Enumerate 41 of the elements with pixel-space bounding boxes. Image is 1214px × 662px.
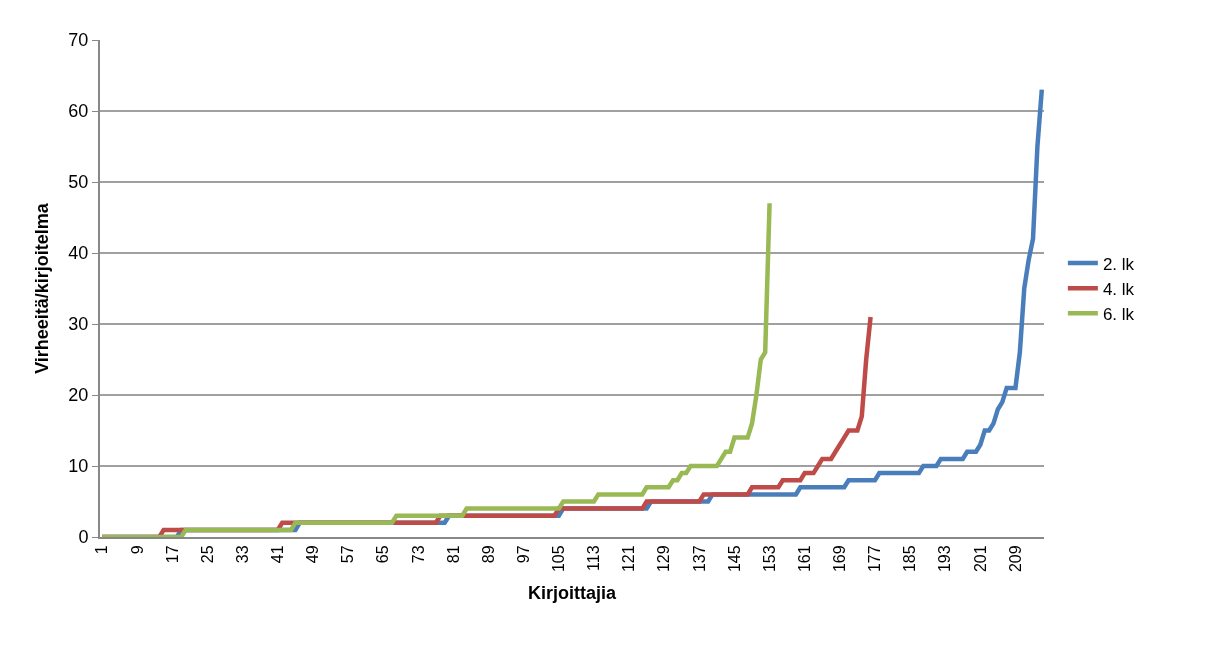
x-tick-label: 185 <box>901 545 919 573</box>
x-tick-label: 161 <box>795 545 813 573</box>
legend-label: 2. lk <box>1102 254 1135 274</box>
y-tick-label: 0 <box>78 527 89 548</box>
legend-label: 4. lk <box>1102 279 1135 299</box>
x-tick-label: 73 <box>409 545 427 564</box>
y-axis-title: Virheeitä/kirjoitelma <box>32 202 53 374</box>
x-tick-label: 121 <box>620 545 638 573</box>
x-tick-label: 201 <box>971 545 989 573</box>
x-tick-label: 17 <box>163 545 181 564</box>
y-tick-label: 50 <box>68 172 89 193</box>
x-tick-label: 25 <box>198 545 216 564</box>
x-tick-label: 193 <box>936 545 954 573</box>
x-axis-title: Kirjoittajia <box>527 582 617 603</box>
x-tick-label: 209 <box>1006 545 1024 573</box>
x-tick-label: 49 <box>304 545 322 564</box>
x-tick-label: 33 <box>233 545 251 564</box>
x-tick-label: 129 <box>655 545 673 573</box>
x-tick-label: 57 <box>339 545 357 564</box>
x-tick-label: 105 <box>550 545 568 573</box>
x-tick-label: 113 <box>585 545 603 571</box>
x-tick-label: 89 <box>479 545 497 564</box>
y-tick-label: 20 <box>68 385 89 406</box>
x-tick-label: 145 <box>725 545 743 573</box>
x-tick-label: 97 <box>514 545 532 564</box>
x-tick-label: 153 <box>760 545 778 573</box>
line-series <box>100 201 772 537</box>
y-tick-label: 40 <box>68 243 89 264</box>
x-tick-label: 41 <box>269 545 287 564</box>
y-tick-label: 10 <box>68 456 89 477</box>
x-tick-label: 9 <box>128 545 146 555</box>
x-tick-label: 81 <box>444 545 462 564</box>
x-tick-label: 1 <box>93 545 111 555</box>
x-tick-label: 177 <box>866 545 884 573</box>
x-tick-label: 169 <box>831 545 849 573</box>
y-tick-label: 70 <box>68 30 89 51</box>
x-tick-label: 65 <box>374 545 392 564</box>
legend-label: 6. lk <box>1102 304 1135 324</box>
y-tick-label: 60 <box>68 101 89 122</box>
x-tick-label: 137 <box>690 545 708 573</box>
y-tick-label: 30 <box>68 314 89 335</box>
